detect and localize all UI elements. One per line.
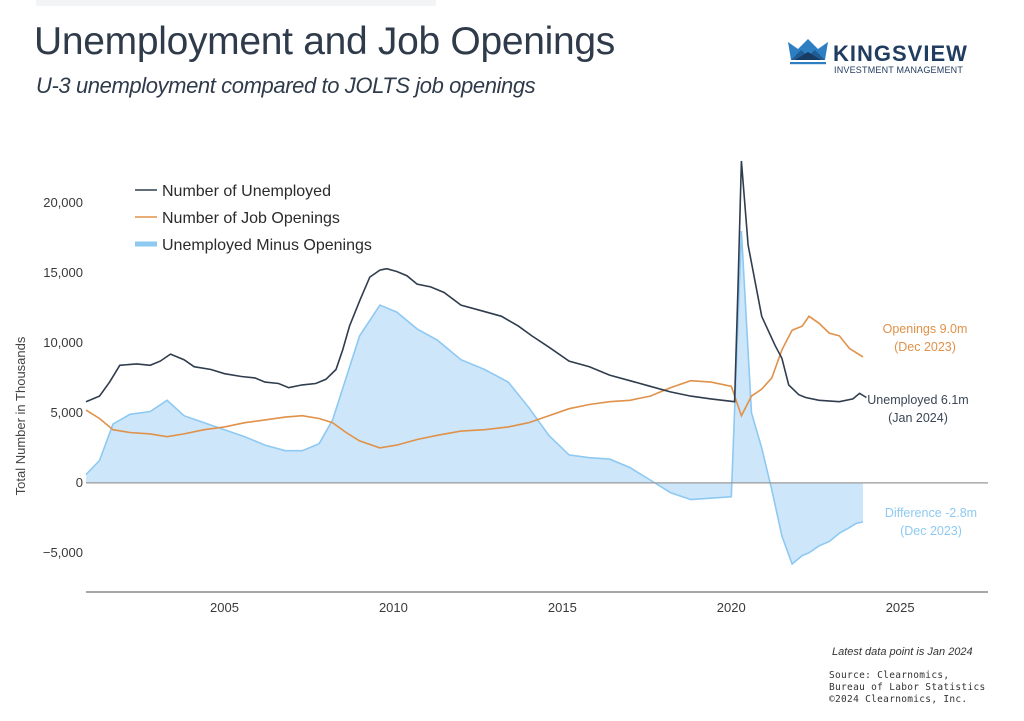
difference-line bbox=[85, 230, 864, 566]
lines-layer bbox=[85, 160, 867, 449]
source-line: ©2024 Clearnomics, Inc. bbox=[829, 694, 968, 705]
difference-area-layer bbox=[85, 230, 864, 566]
x-ticks: 2005 2010 2015 2020 2025 bbox=[210, 600, 915, 615]
x-tick-label: 2005 bbox=[210, 600, 239, 615]
logo-tagline: INVESTMENT MANAGEMENT bbox=[834, 65, 964, 75]
top-fade-strip bbox=[36, 0, 436, 6]
x-tick-label: 2010 bbox=[379, 600, 408, 615]
annotation-label: Unemployed 6.1m bbox=[867, 393, 968, 407]
annotation-label: (Dec 2023) bbox=[900, 524, 962, 538]
legend-label: Number of Unemployed bbox=[162, 183, 331, 200]
kingsview-logo: KINGSVIEW INVESTMENT MANAGEMENT bbox=[787, 38, 967, 78]
annotation-label: (Dec 2023) bbox=[894, 340, 956, 354]
x-tick-label: 2025 bbox=[886, 600, 915, 615]
legend: Number of Unemployed Number of Job Openin… bbox=[135, 183, 372, 254]
y-tick-label: −5,000 bbox=[43, 545, 83, 560]
crown-icon bbox=[788, 39, 828, 65]
source-line: Source: Clearnomics, bbox=[829, 670, 950, 681]
page-subtitle: U-3 unemployment compared to JOLTS job o… bbox=[36, 73, 536, 98]
legend-label: Unemployed Minus Openings bbox=[162, 237, 372, 254]
unemployed-line bbox=[85, 160, 867, 403]
y-tick-label: 10,000 bbox=[43, 335, 83, 350]
source-text: Source: Clearnomics, Bureau of Labor Sta… bbox=[829, 670, 986, 706]
annotation-label: Openings 9.0m bbox=[883, 322, 968, 336]
y-axis-label: Total Number in Thousands bbox=[13, 336, 28, 495]
annotation-label: (Jan 2024) bbox=[888, 411, 948, 425]
x-tick-label: 2020 bbox=[717, 600, 746, 615]
y-ticks: −5,000 0 5,000 10,000 15,000 20,000 bbox=[43, 195, 83, 560]
y-tick-label: 5,000 bbox=[50, 405, 83, 420]
latest-data-note: Latest data point is Jan 2024 bbox=[832, 646, 973, 658]
legend-label: Number of Job Openings bbox=[162, 210, 340, 227]
annotations: Openings 9.0m (Dec 2023) Unemployed 6.1m (J… bbox=[867, 322, 977, 538]
y-tick-label: 20,000 bbox=[43, 195, 83, 210]
source-line: Bureau of Labor Statistics bbox=[829, 682, 986, 693]
difference-area bbox=[86, 231, 864, 564]
annotation-label: Difference -2.8m bbox=[885, 506, 977, 520]
x-tick-label: 2015 bbox=[548, 600, 577, 615]
page-title: Unemployment and Job Openings bbox=[34, 20, 615, 63]
logo-brand: KINGSVIEW bbox=[833, 41, 968, 66]
y-tick-label: 15,000 bbox=[43, 265, 83, 280]
y-tick-label: 0 bbox=[76, 475, 83, 490]
openings-line bbox=[85, 315, 864, 449]
